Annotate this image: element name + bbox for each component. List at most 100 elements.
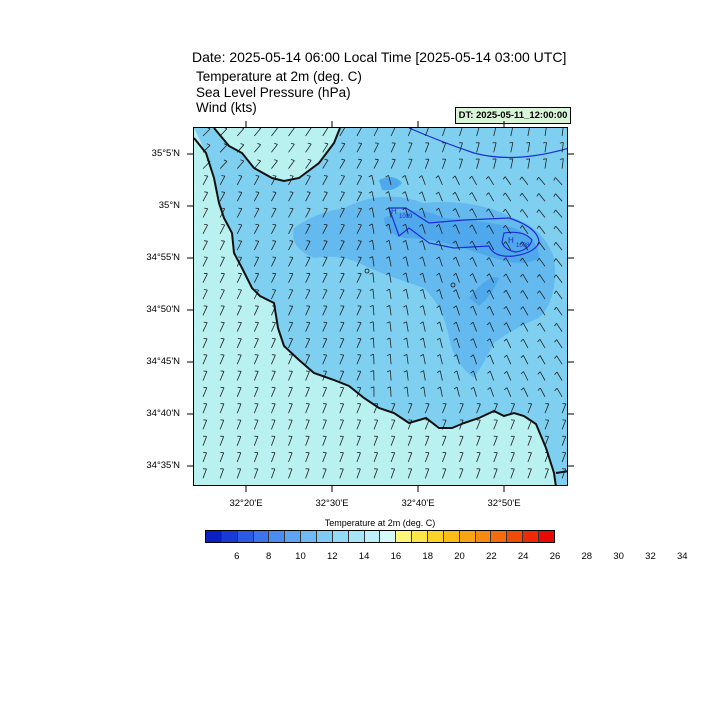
wind-barb-tick (323, 240, 328, 242)
subtitle-wind: Wind (kts) (196, 100, 257, 115)
wind-barb-tick (368, 207, 373, 210)
wind-barb (523, 387, 529, 397)
wind-barb (510, 419, 515, 430)
wind-barb (322, 452, 327, 463)
wind-barb (539, 387, 546, 397)
wind-barb (202, 175, 209, 186)
wind-barb-tick (452, 208, 456, 212)
wind-barb (202, 257, 208, 267)
wind-barb (439, 370, 443, 381)
wind-barb (236, 273, 242, 283)
colorbar-cell (332, 531, 349, 542)
wind-barb (556, 323, 563, 332)
wind-barb (219, 403, 225, 414)
wind-barb-tick (306, 224, 311, 226)
wind-barb (322, 273, 328, 283)
wind-barb (322, 322, 328, 332)
wind-barb-tick (453, 386, 458, 390)
wind-barb (305, 289, 311, 300)
wind-barb-tick (485, 192, 489, 196)
wind-barb-tick (341, 142, 345, 145)
wind-barb (372, 272, 375, 283)
wind-barb (305, 371, 310, 381)
wind-barb-tick (340, 240, 345, 242)
wind-barb (356, 208, 362, 218)
wind-barb (322, 175, 328, 186)
wind-barb (471, 175, 477, 186)
wind-barb (305, 273, 311, 283)
wind-barb-tick (553, 274, 557, 278)
wind-barb (405, 240, 409, 251)
colorbar-tick-label: 30 (613, 551, 624, 562)
wind-barb-tick (255, 191, 260, 193)
wind-barb (388, 191, 392, 202)
wind-barb (539, 339, 546, 349)
wind-barb-tick (385, 174, 389, 178)
wind-barb (561, 419, 567, 430)
wind-barb (253, 338, 259, 349)
colorbar-tick-label: 14 (358, 551, 370, 562)
wind-barb (322, 192, 328, 202)
wind-barb (372, 321, 375, 332)
wind-barb (253, 257, 260, 267)
wind-barb-tick (453, 321, 457, 325)
wind-barb (442, 128, 446, 137)
wind-barb (305, 419, 310, 430)
wind-barb-tick (470, 305, 474, 309)
wind-barb (522, 241, 529, 251)
wind-barb-tick (503, 289, 507, 293)
wind-barb (271, 419, 276, 430)
wind-barb (202, 224, 208, 234)
wind-barb (556, 371, 563, 381)
wind-barb-tick (504, 387, 508, 391)
wind-barb-tick (369, 256, 373, 259)
wind-barb-tick (272, 191, 277, 193)
wind-barb-tick (274, 142, 278, 145)
wind-barb (253, 403, 259, 414)
wind-barb-tick (436, 240, 440, 244)
wind-barb (253, 160, 262, 169)
wind-barb (555, 306, 563, 316)
wind-barb-tick (553, 258, 557, 262)
wind-barb (523, 371, 529, 381)
wind-barb-tick (420, 337, 424, 341)
wind-barb-tick (419, 321, 424, 325)
wind-barb-tick (537, 355, 541, 359)
wind-barb (339, 403, 344, 414)
wind-barb-tick (341, 175, 345, 177)
wind-barb (442, 452, 447, 463)
wind-barb (236, 338, 242, 349)
wind-barb-tick (469, 289, 474, 293)
colorbar-cell (317, 531, 333, 542)
wind-barb (372, 256, 375, 267)
wind-barb (421, 224, 426, 234)
wind-barb (356, 306, 362, 316)
wind-barb (423, 370, 426, 381)
wind-barb (388, 207, 392, 218)
wind-barb (356, 257, 362, 267)
wind-barb (253, 306, 259, 316)
wind-barb (253, 436, 259, 446)
wind-barb (510, 128, 513, 137)
pressure-label-1009: 1009 (399, 214, 413, 220)
wind-barb-tick (386, 288, 390, 292)
wind-barb-tick (469, 192, 473, 196)
colorbar-tick-label: 34 (676, 551, 688, 562)
wind-barb (489, 354, 495, 365)
wind-barb-tick (402, 272, 407, 276)
wind-barb (219, 338, 225, 349)
wind-barb (454, 192, 460, 202)
wind-barb (493, 452, 498, 463)
wind-barb (339, 159, 346, 169)
wind-barb (522, 338, 529, 349)
wind-barb-tick (553, 177, 556, 181)
wind-barb (322, 143, 329, 153)
wind-barb-tick (520, 338, 524, 342)
wind-barb-tick (485, 176, 489, 180)
wind-barb (288, 128, 295, 137)
wind-barb (236, 436, 242, 446)
wind-barb-tick (289, 191, 294, 193)
wind-barb (288, 436, 293, 446)
wind-barb-tick (436, 337, 441, 341)
wind-barb (506, 338, 512, 349)
